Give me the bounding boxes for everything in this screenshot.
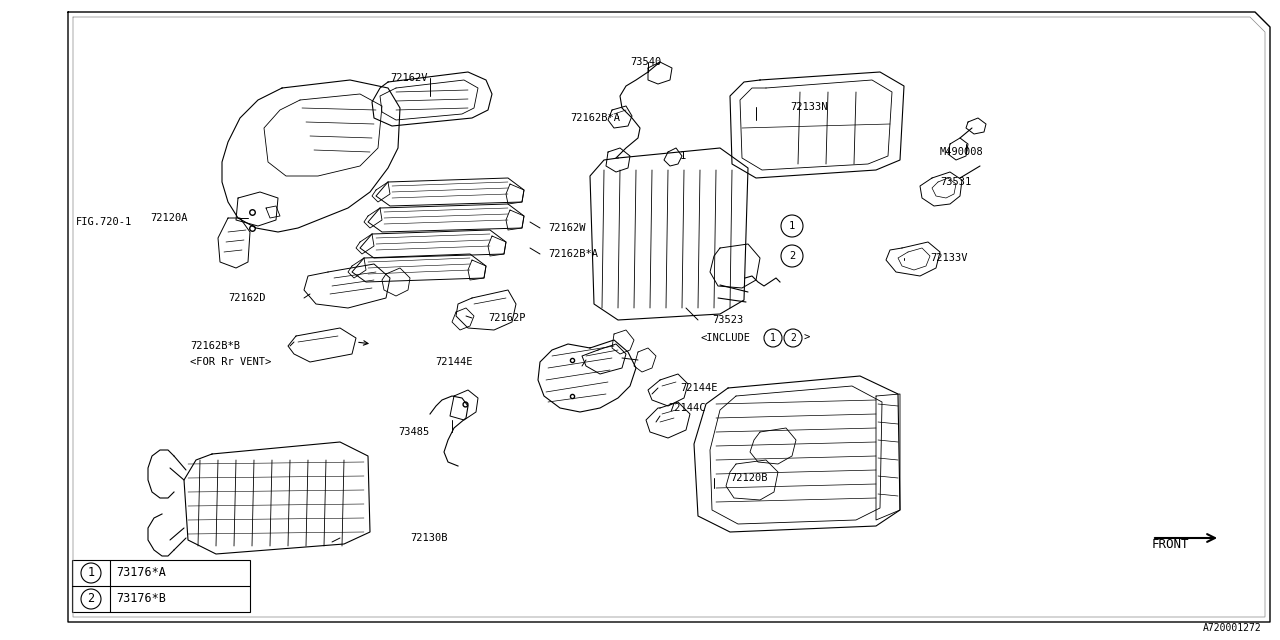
Text: 1: 1: [788, 221, 795, 231]
Text: 72162B*A: 72162B*A: [548, 249, 598, 259]
Text: 73485: 73485: [398, 427, 429, 437]
Text: 72144C: 72144C: [668, 403, 705, 413]
Text: 2: 2: [87, 593, 95, 605]
Text: >: >: [803, 333, 809, 343]
Text: 73540: 73540: [630, 57, 662, 67]
Text: 72144E: 72144E: [435, 357, 472, 367]
Text: 72162W: 72162W: [548, 223, 585, 233]
Text: 72133N: 72133N: [790, 102, 827, 112]
Text: 1: 1: [771, 333, 776, 343]
Text: 72120B: 72120B: [730, 473, 768, 483]
Text: 72144E: 72144E: [680, 383, 718, 393]
Text: 73176*A: 73176*A: [116, 566, 166, 579]
Text: 1: 1: [87, 566, 95, 579]
Text: 73523: 73523: [712, 315, 744, 325]
Text: 72120A: 72120A: [150, 213, 187, 223]
Text: 72162P: 72162P: [488, 313, 526, 323]
Text: 2: 2: [790, 333, 796, 343]
Text: <INCLUDE: <INCLUDE: [700, 333, 750, 343]
Text: 72162B*B: 72162B*B: [189, 341, 241, 351]
Text: M490008: M490008: [940, 147, 984, 157]
Text: <FOR Rr VENT>: <FOR Rr VENT>: [189, 357, 271, 367]
Text: 73531: 73531: [940, 177, 972, 187]
Text: 73176*B: 73176*B: [116, 593, 166, 605]
Bar: [72, 560, 250, 612]
Text: 1: 1: [680, 151, 686, 161]
Text: A720001272: A720001272: [1203, 623, 1262, 633]
Text: FRONT: FRONT: [1152, 538, 1189, 550]
Text: 72162B*A: 72162B*A: [570, 113, 620, 123]
Text: 2: 2: [788, 251, 795, 261]
Text: FIG.720-1: FIG.720-1: [76, 217, 132, 227]
Text: 72162D: 72162D: [228, 293, 265, 303]
Text: 72162V: 72162V: [390, 73, 428, 83]
Text: 72130B: 72130B: [410, 533, 448, 543]
Text: 72133V: 72133V: [931, 253, 968, 263]
